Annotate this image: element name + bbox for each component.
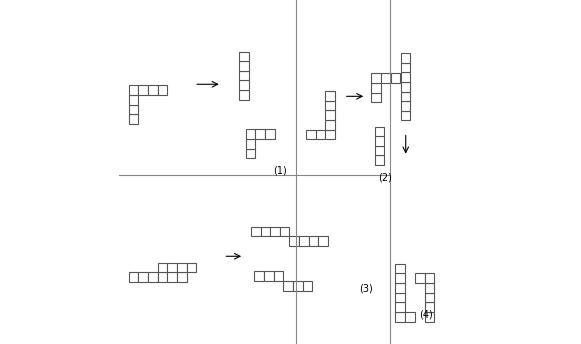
FancyBboxPatch shape xyxy=(325,130,335,139)
FancyBboxPatch shape xyxy=(325,120,335,130)
FancyBboxPatch shape xyxy=(315,130,325,139)
FancyBboxPatch shape xyxy=(425,302,434,312)
FancyBboxPatch shape xyxy=(129,85,138,95)
FancyBboxPatch shape xyxy=(251,227,260,236)
FancyBboxPatch shape xyxy=(371,73,381,83)
FancyBboxPatch shape xyxy=(280,227,289,236)
FancyBboxPatch shape xyxy=(299,236,309,246)
Text: (2): (2) xyxy=(378,172,392,182)
FancyBboxPatch shape xyxy=(260,227,270,236)
FancyBboxPatch shape xyxy=(239,90,249,100)
FancyBboxPatch shape xyxy=(400,111,410,120)
FancyBboxPatch shape xyxy=(148,85,157,95)
FancyBboxPatch shape xyxy=(371,93,381,102)
FancyBboxPatch shape xyxy=(148,272,157,282)
FancyBboxPatch shape xyxy=(157,85,167,95)
FancyBboxPatch shape xyxy=(425,283,434,293)
FancyBboxPatch shape xyxy=(400,92,410,101)
FancyBboxPatch shape xyxy=(187,263,196,272)
FancyBboxPatch shape xyxy=(390,73,400,83)
FancyBboxPatch shape xyxy=(425,312,434,322)
FancyBboxPatch shape xyxy=(239,80,249,90)
FancyBboxPatch shape xyxy=(157,263,167,272)
FancyBboxPatch shape xyxy=(246,139,256,149)
FancyBboxPatch shape xyxy=(415,273,425,283)
FancyBboxPatch shape xyxy=(381,73,390,83)
FancyBboxPatch shape xyxy=(177,272,187,282)
FancyBboxPatch shape xyxy=(129,272,138,282)
FancyBboxPatch shape xyxy=(396,312,405,322)
FancyBboxPatch shape xyxy=(325,110,335,120)
FancyBboxPatch shape xyxy=(425,273,434,283)
FancyBboxPatch shape xyxy=(129,105,138,114)
FancyBboxPatch shape xyxy=(264,271,274,281)
FancyBboxPatch shape xyxy=(375,155,385,165)
FancyBboxPatch shape xyxy=(306,130,315,139)
FancyBboxPatch shape xyxy=(371,83,381,93)
Text: (1): (1) xyxy=(273,165,287,175)
FancyBboxPatch shape xyxy=(284,281,293,291)
FancyBboxPatch shape xyxy=(396,283,405,293)
FancyBboxPatch shape xyxy=(167,272,177,282)
FancyBboxPatch shape xyxy=(289,236,299,246)
FancyBboxPatch shape xyxy=(270,227,280,236)
FancyBboxPatch shape xyxy=(274,271,284,281)
FancyBboxPatch shape xyxy=(256,129,265,139)
FancyBboxPatch shape xyxy=(138,85,148,95)
FancyBboxPatch shape xyxy=(265,129,275,139)
FancyBboxPatch shape xyxy=(129,114,138,124)
FancyBboxPatch shape xyxy=(405,312,415,322)
FancyBboxPatch shape xyxy=(325,101,335,110)
FancyBboxPatch shape xyxy=(318,236,328,246)
FancyBboxPatch shape xyxy=(167,263,177,272)
Text: (3): (3) xyxy=(359,284,373,294)
FancyBboxPatch shape xyxy=(138,272,148,282)
FancyBboxPatch shape xyxy=(400,82,410,92)
FancyBboxPatch shape xyxy=(293,281,303,291)
FancyBboxPatch shape xyxy=(375,127,385,136)
FancyBboxPatch shape xyxy=(425,293,434,302)
FancyBboxPatch shape xyxy=(239,61,249,71)
FancyBboxPatch shape xyxy=(396,302,405,312)
Text: (4): (4) xyxy=(419,310,433,320)
FancyBboxPatch shape xyxy=(375,146,385,155)
FancyBboxPatch shape xyxy=(246,129,256,139)
FancyBboxPatch shape xyxy=(239,52,249,61)
FancyBboxPatch shape xyxy=(400,101,410,111)
FancyBboxPatch shape xyxy=(157,272,167,282)
FancyBboxPatch shape xyxy=(396,273,405,283)
FancyBboxPatch shape xyxy=(239,71,249,80)
FancyBboxPatch shape xyxy=(177,263,187,272)
FancyBboxPatch shape xyxy=(303,281,312,291)
FancyBboxPatch shape xyxy=(400,53,410,63)
FancyBboxPatch shape xyxy=(254,271,264,281)
FancyBboxPatch shape xyxy=(129,95,138,105)
FancyBboxPatch shape xyxy=(325,91,335,101)
FancyBboxPatch shape xyxy=(400,72,410,82)
FancyBboxPatch shape xyxy=(396,264,405,273)
FancyBboxPatch shape xyxy=(400,63,410,72)
FancyBboxPatch shape xyxy=(375,136,385,146)
FancyBboxPatch shape xyxy=(396,293,405,302)
FancyBboxPatch shape xyxy=(246,149,256,158)
FancyBboxPatch shape xyxy=(309,236,318,246)
